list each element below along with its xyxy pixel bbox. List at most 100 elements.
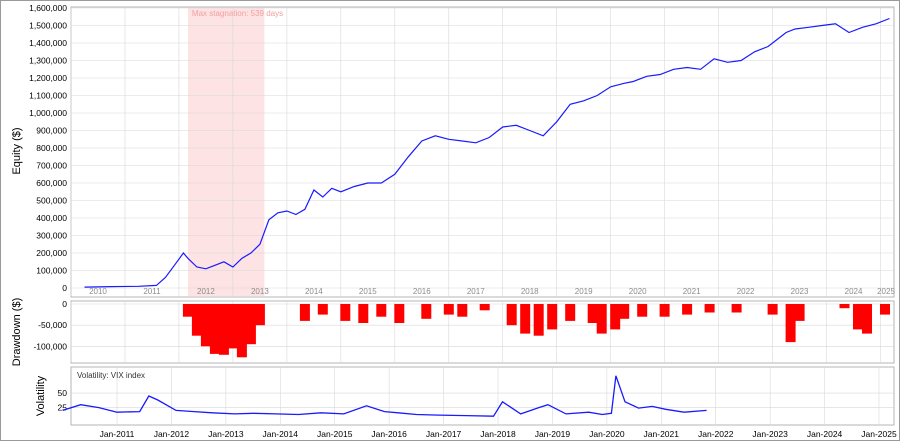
- drawdown-bar: [191, 304, 202, 336]
- equity-y-tick-label: 700,000: [36, 161, 67, 171]
- equity-year-label: 2010: [89, 287, 107, 296]
- drawdown-bar: [853, 304, 863, 330]
- drawdown-bar: [596, 304, 607, 334]
- x-axis-label: Jan-2014: [263, 429, 299, 439]
- drawdown-bar: [587, 304, 598, 323]
- equity-y-tick-label: 100,000: [36, 266, 67, 276]
- equity-y-tick-label: 600,000: [36, 178, 67, 188]
- drawdown-y-tick-label: -50,000: [38, 320, 67, 330]
- equity-year-label: 2014: [305, 287, 323, 296]
- drawdown-bars: [182, 304, 890, 358]
- drawdown-bar: [299, 304, 310, 321]
- drawdown-bar: [533, 304, 544, 336]
- equity-y-tick-label: 0: [62, 283, 67, 293]
- drawdown-bar: [880, 304, 890, 315]
- drawdown-bar: [731, 304, 742, 313]
- x-axis-label: Jan-2016: [371, 429, 407, 439]
- equity-line: [84, 17, 890, 288]
- equity-year-label: 2023: [791, 287, 809, 296]
- stagnation-label: Max stagnation: 539 days: [192, 9, 283, 18]
- drawdown-bar: [610, 304, 621, 330]
- drawdown-bar: [421, 304, 432, 319]
- drawdown-bar: [200, 304, 211, 347]
- equity-panel: Max stagnation: 539 days 0 100,000 200,000…: [11, 3, 895, 298]
- drawdown-y-axis-label: Drawdown ($): [11, 298, 23, 366]
- drawdown-bar: [565, 304, 576, 321]
- volatility-y-tick-label: 25: [58, 403, 68, 413]
- equity-y-tick-label: 1,000,000: [29, 108, 67, 118]
- equity-year-label: 2022: [737, 287, 755, 296]
- equity-y-tick-label: 1,600,000: [29, 3, 67, 13]
- volatility-y-axis-label: Volatility: [35, 375, 47, 416]
- equity-year-label: 2017: [467, 287, 485, 296]
- drawdown-bar: [785, 304, 796, 343]
- x-axis-labels: Jan-2011 Jan-2012 Jan-2013 Jan-2014 Jan-2015…: [100, 429, 897, 439]
- drawdown-bar: [394, 304, 405, 323]
- x-axis-label: Jan-2018: [480, 429, 516, 439]
- equity-year-label: 2016: [413, 287, 431, 296]
- stagnation-region: [187, 8, 265, 296]
- equity-year-label: 2025: [877, 287, 895, 296]
- drawdown-bar: [209, 304, 220, 354]
- equity-y-tick-label: 1,500,000: [29, 21, 67, 31]
- drawdown-bar: [682, 304, 693, 315]
- drawdown-bar: [479, 304, 490, 311]
- drawdown-bar: [236, 304, 247, 358]
- drawdown-bar: [218, 304, 229, 355]
- drawdown-bar: [182, 304, 193, 317]
- x-axis-label: Jan-2020: [589, 429, 625, 439]
- x-axis-label: Jan-2023: [752, 429, 788, 439]
- volatility-y-tick-label: 50: [58, 388, 68, 398]
- x-axis-label: Jan-2022: [698, 429, 734, 439]
- x-axis-label: Jan-2021: [644, 429, 680, 439]
- drawdown-bar: [704, 304, 715, 313]
- volatility-grid: [71, 368, 894, 424]
- volatility-legend: Volatility: VIX index: [77, 371, 145, 380]
- drawdown-bar: [457, 304, 468, 317]
- equity-y-ticks: 0 100,000 200,000 300,000 400,000 500,000 600,…: [29, 3, 67, 293]
- equity-year-labels: 2010 2011 2012 2013 2014 2015 2016 2017 2018 2019…: [89, 287, 895, 296]
- drawdown-bar: [547, 304, 558, 330]
- drawdown-bar: [637, 304, 648, 317]
- equity-year-label: 2018: [521, 287, 539, 296]
- x-axis-label: Jan-2015: [317, 429, 353, 439]
- drawdown-y-tick-label: 0: [62, 299, 67, 309]
- drawdown-bar: [619, 304, 630, 319]
- equity-y-tick-label: 1,200,000: [29, 73, 67, 83]
- volatility-line: [62, 375, 707, 417]
- volatility-panel: 50 25 Volatility: VIX index Volatility: [35, 366, 895, 426]
- equity-y-tick-label: 1,400,000: [29, 38, 67, 48]
- equity-y-axis-label: Equity ($): [11, 127, 23, 174]
- drawdown-bar: [794, 304, 805, 321]
- equity-year-label: 2011: [143, 287, 161, 296]
- drawdown-bar: [862, 304, 872, 334]
- equity-y-tick-label: 900,000: [36, 126, 67, 136]
- equity-year-label: 2019: [575, 287, 593, 296]
- equity-year-label: 2015: [359, 287, 377, 296]
- equity-year-label: 2020: [629, 287, 647, 296]
- drawdown-bar: [520, 304, 531, 334]
- equity-year-label: 2012: [197, 287, 215, 296]
- equity-y-tick-label: 800,000: [36, 143, 67, 153]
- drawdown-bar: [376, 304, 387, 317]
- drawdown-bar: [506, 304, 517, 326]
- equity-y-tick-label: 300,000: [36, 231, 67, 241]
- drawdown-bar: [254, 304, 265, 326]
- x-axis-label: Jan-2011: [100, 429, 135, 439]
- equity-y-tick-label: 200,000: [36, 248, 67, 258]
- drawdown-bar: [767, 304, 778, 315]
- drawdown-y-tick-label: -100,000: [33, 341, 67, 351]
- equity-y-tick-label: 400,000: [36, 213, 67, 223]
- volatility-y-ticks: 50 25: [58, 388, 68, 412]
- drawdown-bar: [659, 304, 670, 317]
- drawdown-y-ticks: 0 -50,000 -100,000: [33, 299, 67, 351]
- x-axis-label: Jan-2024: [807, 429, 843, 439]
- equity-y-tick-label: 500,000: [36, 196, 67, 206]
- x-axis-label: Jan-2013: [208, 429, 244, 439]
- drawdown-panel: 0 -50,000 -100,000 Drawdown ($): [11, 298, 895, 366]
- drawdown-bar: [839, 304, 850, 309]
- equity-y-tick-label: 1,300,000: [29, 56, 67, 66]
- drawdown-bar: [340, 304, 351, 321]
